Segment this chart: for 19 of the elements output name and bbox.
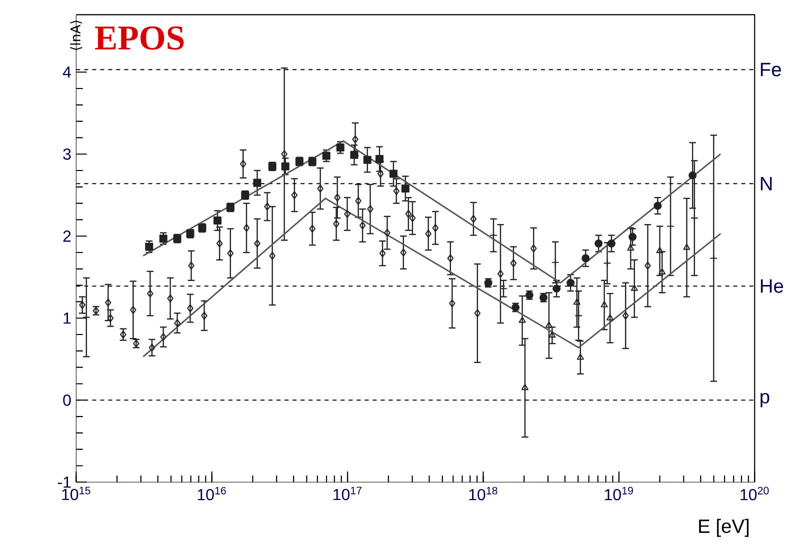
y-tick-label: 1 [64, 312, 71, 324]
x-axis-title: E [eV] [699, 519, 749, 538]
ref-line-label: He [760, 280, 784, 294]
x-tick-label: 10$^{16}$ [198, 487, 226, 500]
ref-line-label: p [760, 393, 770, 408]
y-tick-label: 2 [63, 230, 71, 242]
x-tick-label: 10$^{15}$ [62, 487, 90, 500]
chart-title: EPOS [95, 26, 184, 50]
x-tick-label: 10$^{20}$ [740, 487, 769, 500]
y-tick-label: 4 [62, 66, 71, 78]
x-tick-label: 10$^{18}$ [469, 487, 498, 500]
y-tick-label: 0 [63, 394, 71, 406]
y-tick-label: -1 [58, 476, 71, 488]
x-tick-label: 10$^{19}$ [604, 487, 633, 500]
y-axis-title: ⟨lnA⟩ [70, 20, 82, 50]
x-tick-label: 10$^{17}$ [334, 487, 362, 500]
y-tick-label: 3 [63, 148, 71, 160]
ref-line-label: Fe [760, 63, 781, 77]
ref-line-label: N [760, 177, 772, 190]
